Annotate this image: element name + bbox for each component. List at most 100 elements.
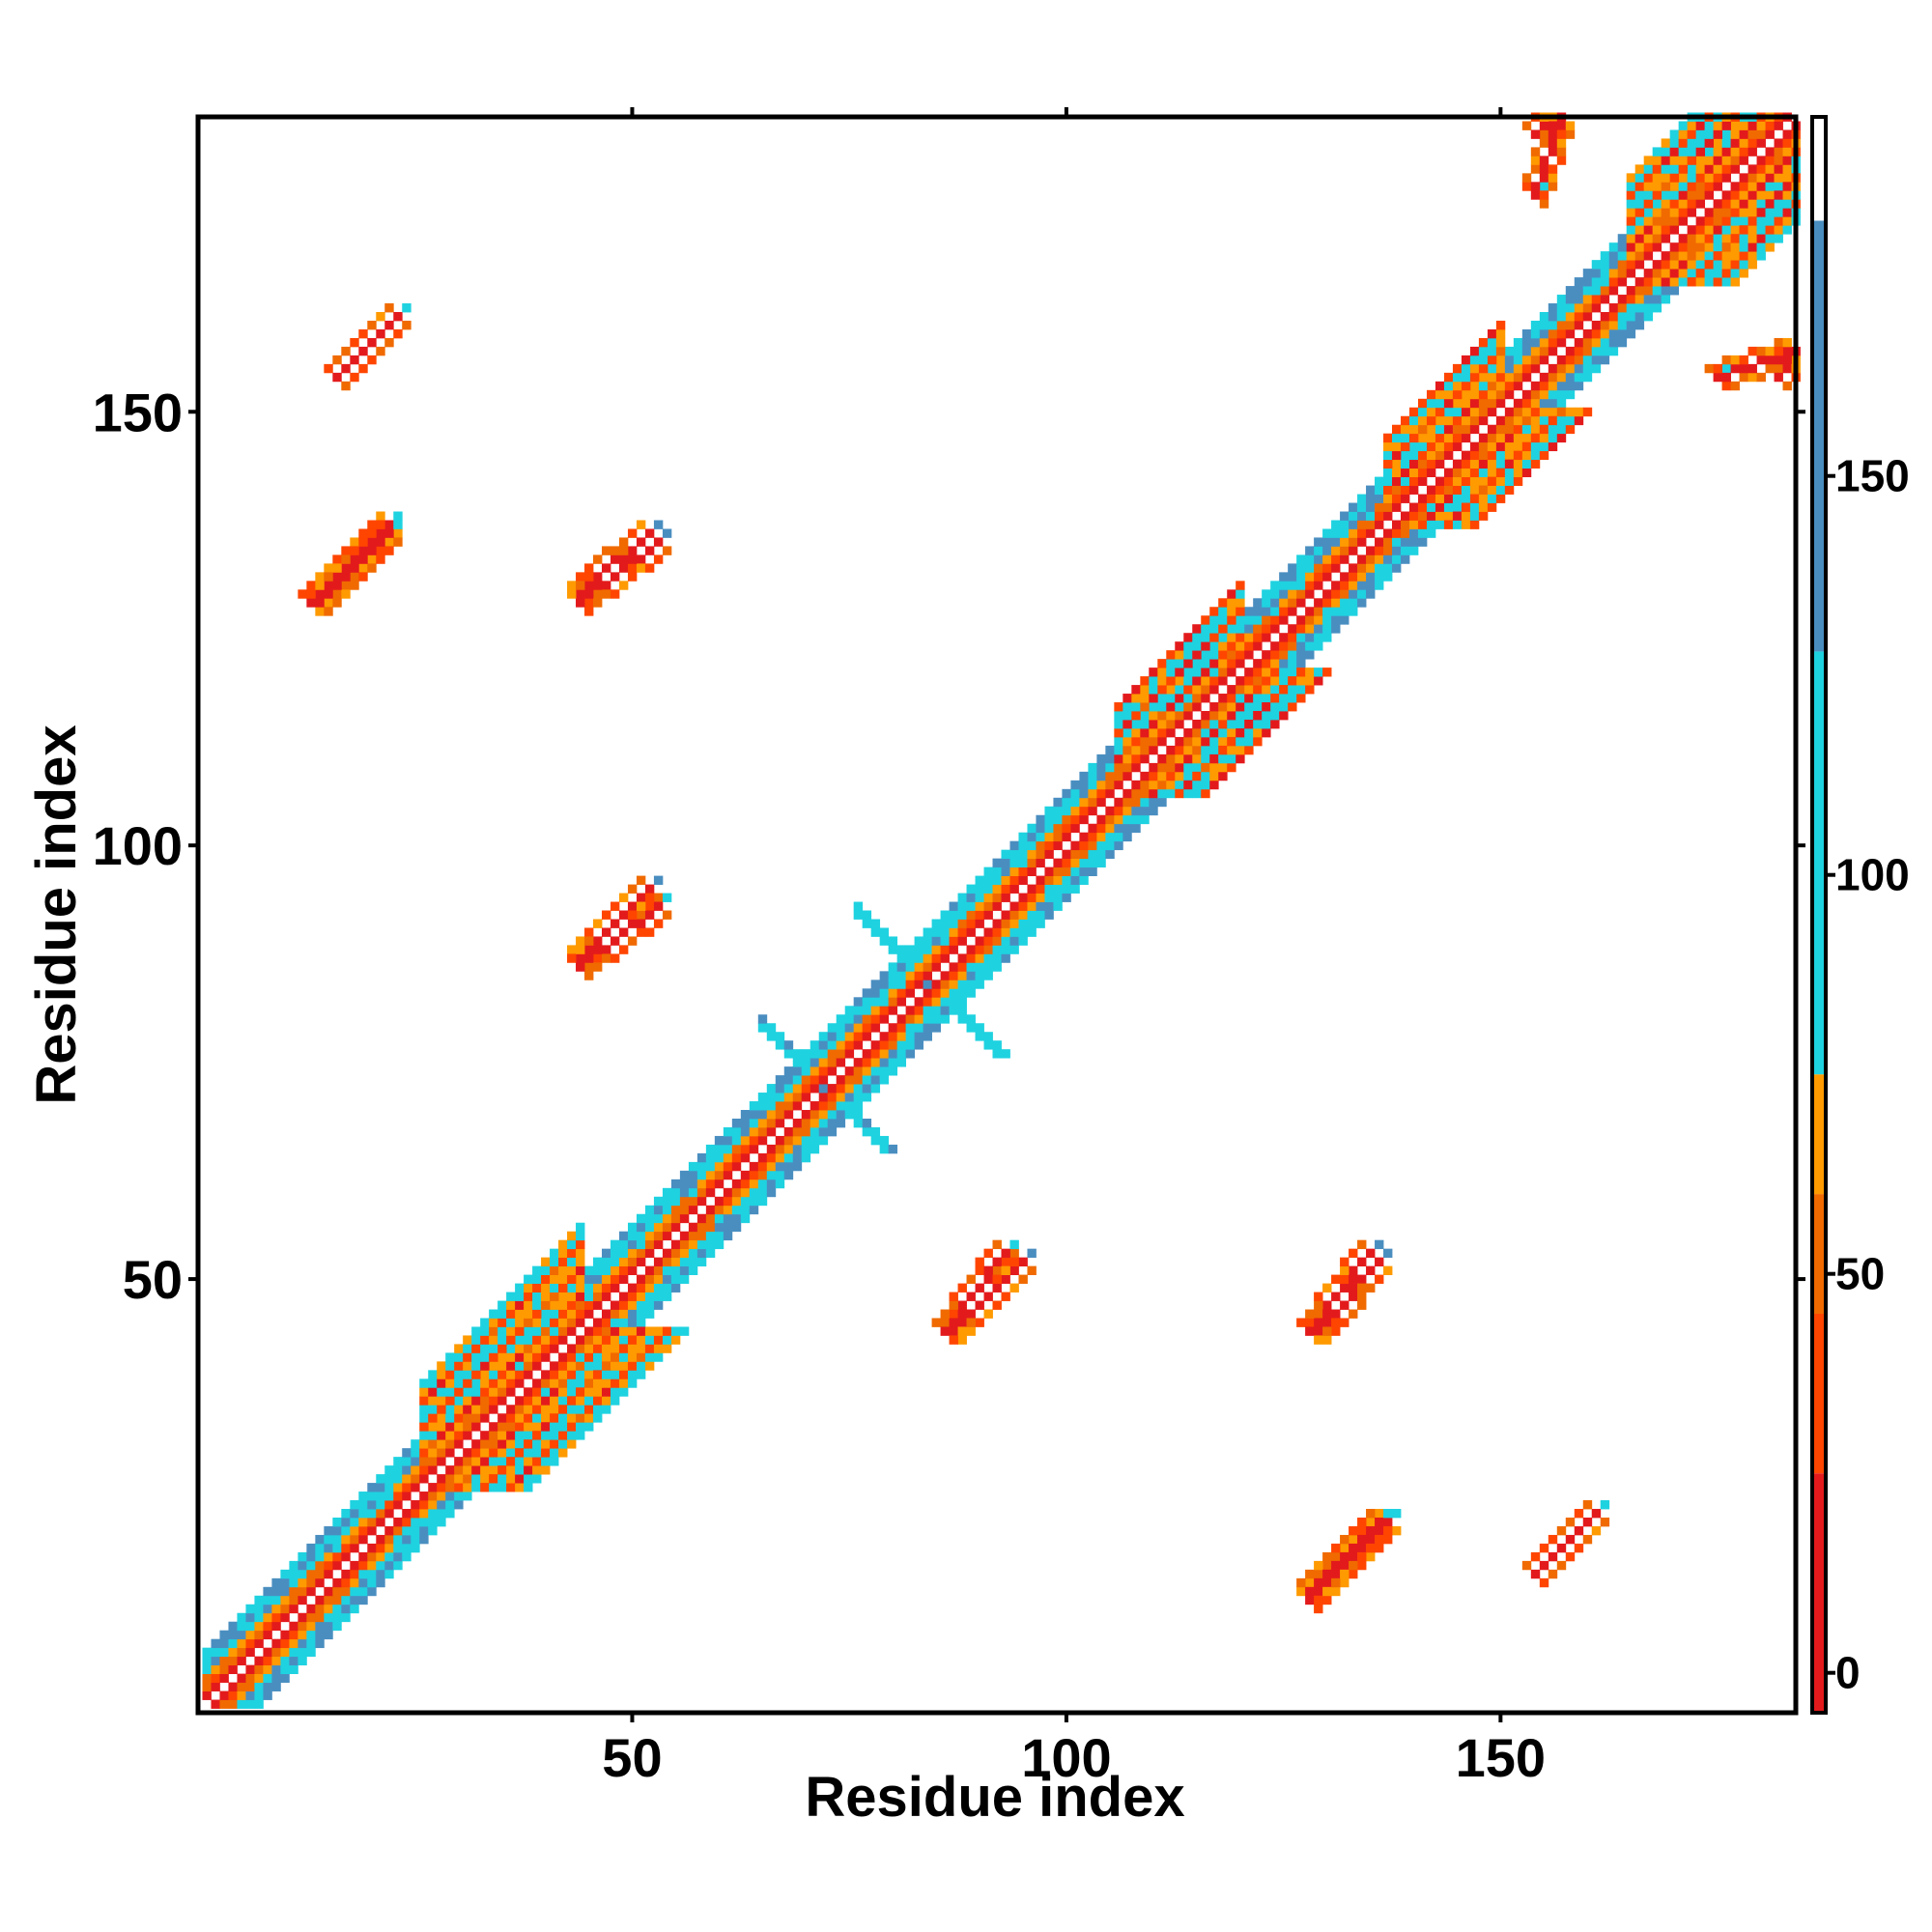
heatmap-cell [1634,199,1645,209]
heatmap-cell [228,1664,238,1674]
heatmap-cell [558,1431,568,1440]
heatmap-cell [1009,945,1019,954]
heatmap-cell [1044,884,1054,894]
heatmap-cell [853,901,864,911]
heatmap-cell [541,1431,551,1440]
heatmap-cell [1713,363,1722,374]
heatmap-cell [931,988,941,998]
heatmap-cell [1340,1551,1350,1562]
heatmap-cell [957,1006,967,1015]
heatmap-cell [1591,277,1602,287]
heatmap-cell [1626,286,1636,296]
heatmap-cell [1487,433,1497,443]
heatmap-cell [1140,771,1150,781]
heatmap-cell [1530,1569,1541,1579]
heatmap-cell [558,1439,568,1449]
heatmap-cell [1131,806,1141,816]
heatmap-cell [1192,694,1202,703]
heatmap-cell [1400,520,1410,529]
heatmap-cell [618,1300,629,1310]
heatmap-cell [576,1361,585,1371]
heatmap-cell [1548,381,1558,391]
heatmap-cell [670,1283,681,1293]
heatmap-cell [940,980,950,989]
heatmap-cell [1539,415,1549,426]
heatmap-cell [532,1465,542,1475]
heatmap-cell [1626,242,1636,252]
heatmap-cell [1513,433,1523,443]
heatmap-cell [653,893,664,902]
heatmap-cell [1296,668,1306,677]
heatmap-cell [463,1396,472,1406]
heatmap-cell [245,1621,255,1632]
heatmap-cell [1574,407,1584,417]
heatmap-cell [1652,234,1662,243]
heatmap-cell [558,1387,568,1397]
colorbar-tick-label: 100 [1835,850,1910,900]
heatmap-cell [445,1370,455,1379]
heatmap-cell [731,1213,742,1224]
heatmap-cell [1713,269,1722,278]
heatmap-cell [367,1586,377,1597]
heatmap-cell [740,1187,751,1198]
heatmap-cell [567,1318,577,1327]
heatmap-cell [1296,563,1306,573]
heatmap-cell [1018,936,1028,946]
heatmap-cell [524,1292,533,1301]
heatmap-cell [550,1248,559,1259]
heatmap-cell [966,1326,976,1336]
heatmap-cell [1122,832,1132,842]
heatmap-cell [670,1239,681,1250]
heatmap-cell [1262,711,1271,721]
heatmap-cell [896,953,907,963]
heatmap-cell [688,1265,698,1275]
heatmap-cell [1349,1525,1358,1536]
heatmap-cell [783,1126,794,1137]
heatmap-cell [1435,389,1445,400]
heatmap-cell [1565,121,1576,130]
heatmap-cell [358,554,368,564]
heatmap-cell [1600,312,1610,322]
heatmap-cell [1721,190,1731,200]
heatmap-cell [1452,389,1463,400]
heatmap-cell [914,1014,923,1024]
heatmap-cell [471,1439,481,1449]
heatmap-cell [1774,173,1783,183]
heatmap-cell [810,1110,820,1120]
heatmap-cell [1175,676,1184,686]
heatmap-cell [367,563,377,573]
heatmap-cell [1548,320,1558,330]
heatmap-cell [593,1283,603,1293]
heatmap-cell [541,1396,551,1406]
heatmap-cell [844,1014,855,1024]
heatmap-cell [1661,216,1671,226]
heatmap-cell [1288,702,1297,712]
heatmap-cell [1314,572,1323,582]
heatmap-cell [1157,668,1167,677]
heatmap-cell [219,1690,229,1700]
heatmap-cell [1001,875,1010,885]
heatmap-cell [367,520,377,529]
heatmap-cell [844,1006,855,1015]
heatmap-cell [1175,668,1184,677]
heatmap-cell [289,1604,298,1614]
heatmap-cell [332,1534,342,1545]
heatmap-cell [775,1161,785,1172]
heatmap-cell [949,997,958,1007]
heatmap-cell [550,1257,559,1267]
heatmap-cell [688,1239,698,1250]
heatmap-cell [1018,849,1028,860]
heatmap-cell [445,1352,455,1362]
heatmap-cell [1704,363,1714,374]
heatmap-cell [1209,685,1219,695]
heatmap-cell [1695,138,1706,148]
heatmap-cell [1513,337,1523,348]
heatmap-cell [298,1647,307,1658]
heatmap-cell [1366,1543,1376,1553]
heatmap-cell [853,1014,864,1024]
heatmap-cell [202,1682,212,1691]
heatmap-cell [644,910,655,920]
heatmap-cell [1678,138,1689,148]
heatmap-cell [723,1196,733,1207]
heatmap-cell [862,988,872,998]
